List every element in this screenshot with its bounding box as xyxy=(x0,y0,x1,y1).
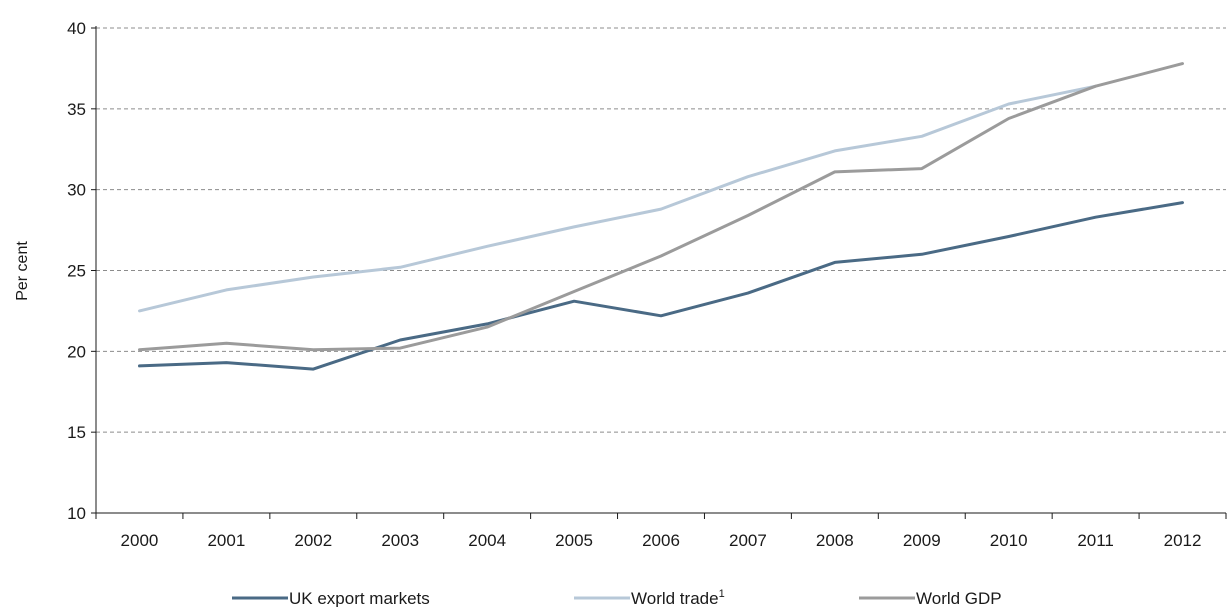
x-tick-label-2008: 2008 xyxy=(816,531,854,550)
legend-item-world-trade: World trade1 xyxy=(574,588,725,607)
x-tick-label-2010: 2010 xyxy=(990,531,1028,550)
y-tick-label: 35 xyxy=(67,100,86,119)
legend-label: World trade1 xyxy=(631,588,725,607)
x-tick-label-2005: 2005 xyxy=(555,531,593,550)
y-axis-label: Per cent xyxy=(14,241,31,301)
legend-label: World GDP xyxy=(916,589,1002,607)
y-tick-label: 30 xyxy=(67,181,86,200)
y-tick-label: 25 xyxy=(67,262,86,281)
y-tick-label: 20 xyxy=(67,342,86,361)
x-tick-label-2004: 2004 xyxy=(468,531,506,550)
x-tick-label-2000: 2000 xyxy=(121,531,159,550)
legend-footnote-marker: 1 xyxy=(719,588,725,600)
legend-item-world-gdp: World GDP xyxy=(859,589,1002,607)
legend: UK export markets World trade1 World GDP xyxy=(232,588,1002,607)
x-tick-label-2009: 2009 xyxy=(903,531,941,550)
y-tick-label: 10 xyxy=(67,504,86,523)
series-line-uk-export-markets xyxy=(138,201,1184,371)
x-tick-label-2006: 2006 xyxy=(642,531,680,550)
x-tick-label-2003: 2003 xyxy=(381,531,419,550)
x-tick-label-2002: 2002 xyxy=(294,531,332,550)
axes: 10 15 20 25 30 35 40 2000 2001 2002 2003 2004 2005 20… xyxy=(67,19,1227,550)
y-tick-label: 40 xyxy=(67,19,86,38)
series-line-world-gdp xyxy=(138,62,1184,352)
x-tick-label-2007: 2007 xyxy=(729,531,767,550)
legend-item-uk-export-markets: UK export markets xyxy=(232,589,430,607)
y-tick-label: 15 xyxy=(67,423,86,442)
x-tick-label-2011: 2011 xyxy=(1077,531,1114,550)
x-tick-label-2012: 2012 xyxy=(1164,531,1202,550)
x-tick-label-2001: 2001 xyxy=(207,531,245,550)
legend-label: UK export markets xyxy=(289,589,430,607)
series-line-world-trade xyxy=(138,84,1098,313)
series-lines xyxy=(138,62,1184,371)
gridlines xyxy=(96,27,1226,433)
